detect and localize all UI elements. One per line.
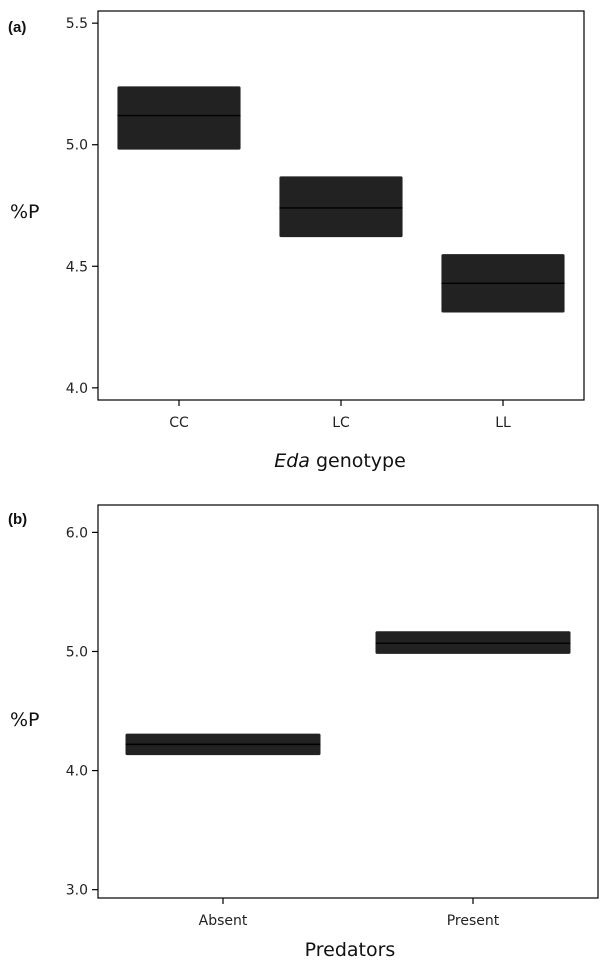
y-tick-label: 4.5 — [66, 259, 88, 275]
panel-a-x-axis-label: Eda genotype — [274, 450, 406, 472]
y-tick-label: 3.0 — [66, 883, 88, 899]
y-tick-label: 5.0 — [66, 644, 88, 660]
panel-a-y-axis-label: %P — [10, 201, 40, 223]
panel-a-x-ticks: CC LC LL — [169, 400, 511, 431]
panel-b-crossbars — [125, 631, 571, 756]
panel-a-x-axis-label-italic: Eda — [274, 450, 310, 472]
y-tick-label: 5.0 — [66, 138, 88, 154]
y-tick-label: 6.0 — [66, 525, 88, 541]
y-tick-label: 4.0 — [66, 381, 88, 397]
x-tick-label: LL — [495, 415, 511, 431]
panel-b: (b) 3.0 4.0 5.0 6.0 Absent Present %P Predat… — [8, 504, 599, 961]
x-tick-label: Absent — [199, 913, 248, 929]
crossbar-box-cc — [117, 86, 241, 150]
panel-b-plot-frame — [97, 504, 599, 899]
panel-a-crossbars — [117, 86, 565, 313]
panel-b-x-ticks: Absent Present — [199, 898, 500, 929]
x-tick-label: LC — [332, 415, 350, 431]
y-tick-label: 5.5 — [66, 16, 88, 32]
x-tick-label: Present — [447, 913, 500, 929]
panel-b-y-axis-label: %P — [10, 709, 40, 731]
y-tick-label: 4.0 — [66, 764, 88, 780]
panel-a: (a) 4.0 4.5 5.0 5.5 CC LC LL %P Eda genotype — [8, 10, 585, 472]
panel-b-y-ticks: 3.0 4.0 5.0 6.0 — [66, 525, 98, 899]
panel-a-label: (a) — [8, 19, 26, 36]
panel-a-x-axis-label-rest: genotype — [310, 450, 406, 472]
panel-b-x-axis-label: Predators — [305, 939, 396, 961]
panel-a-y-ticks: 4.0 4.5 5.0 5.5 — [66, 16, 98, 397]
crossbar-box-lc — [279, 176, 403, 238]
panel-b-label: (b) — [8, 511, 27, 528]
x-tick-label: CC — [169, 415, 189, 431]
